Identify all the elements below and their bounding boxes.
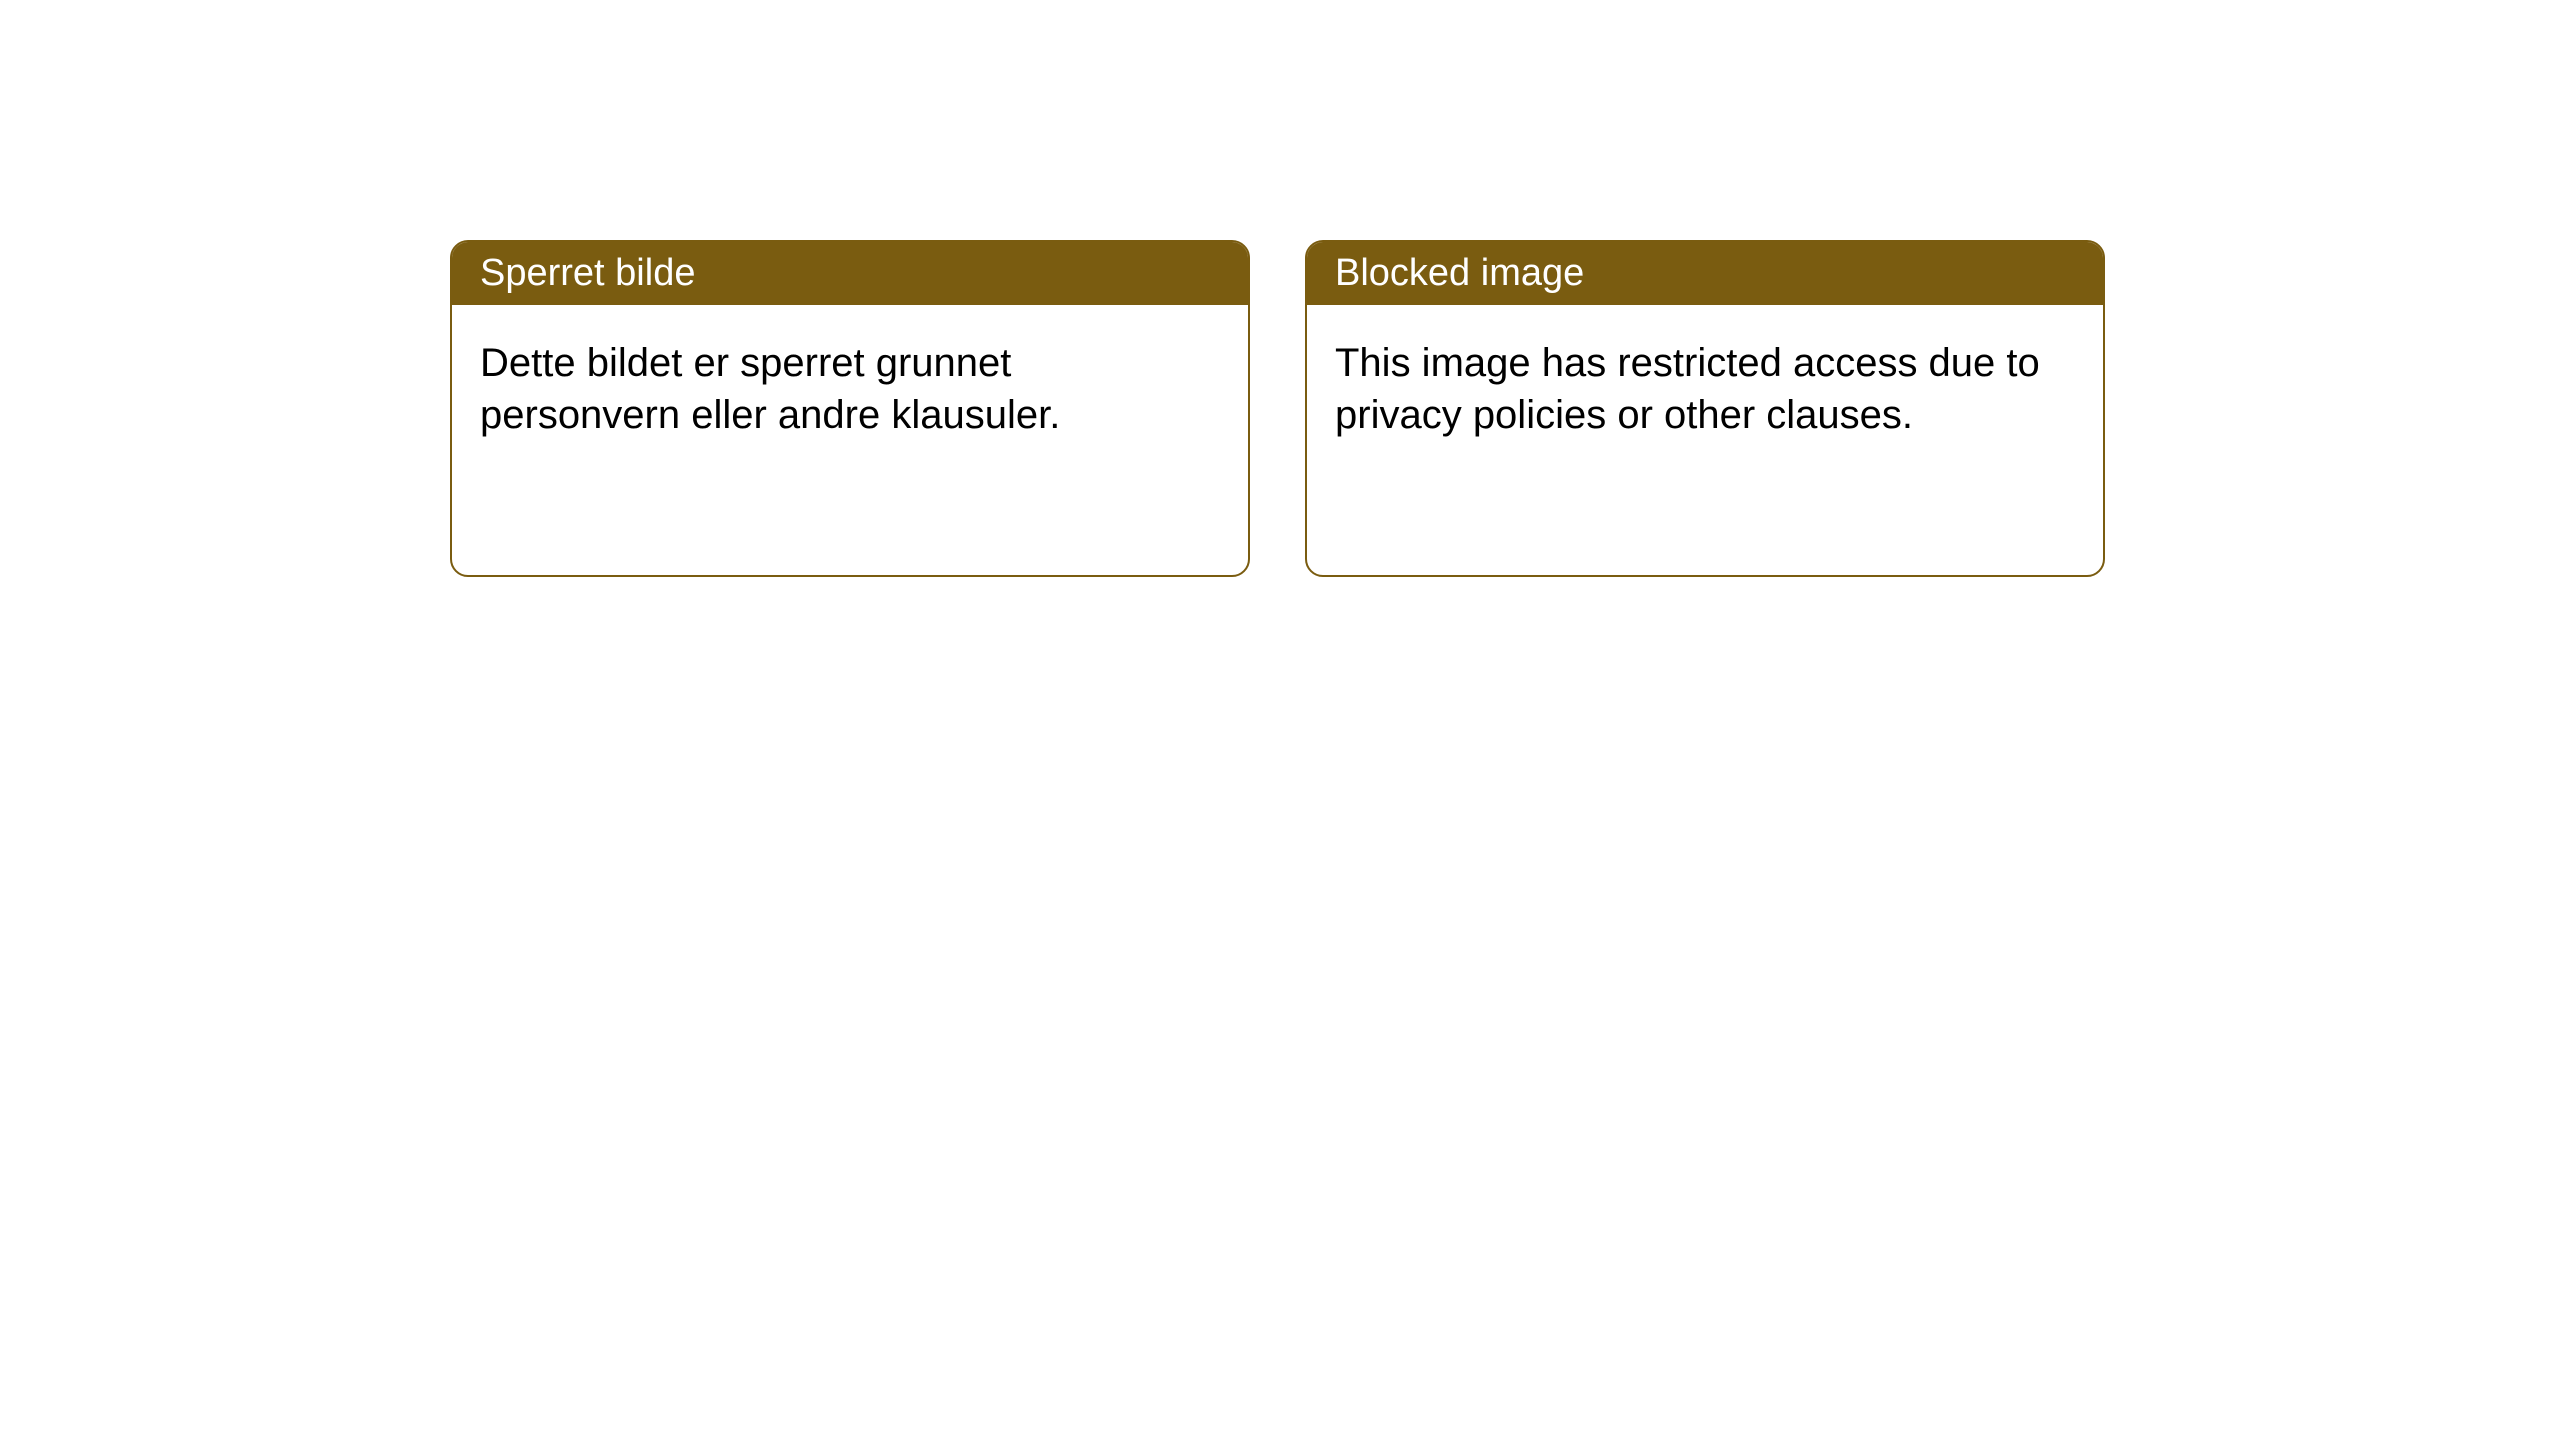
card-header-norwegian: Sperret bilde [452, 242, 1248, 305]
notice-card-norwegian: Sperret bilde Dette bildet er sperret gr… [450, 240, 1250, 577]
notice-card-english: Blocked image This image has restricted … [1305, 240, 2105, 577]
card-body-norwegian: Dette bildet er sperret grunnet personve… [452, 305, 1248, 575]
card-body-english: This image has restricted access due to … [1307, 305, 2103, 575]
notice-container: Sperret bilde Dette bildet er sperret gr… [450, 240, 2105, 577]
card-header-english: Blocked image [1307, 242, 2103, 305]
